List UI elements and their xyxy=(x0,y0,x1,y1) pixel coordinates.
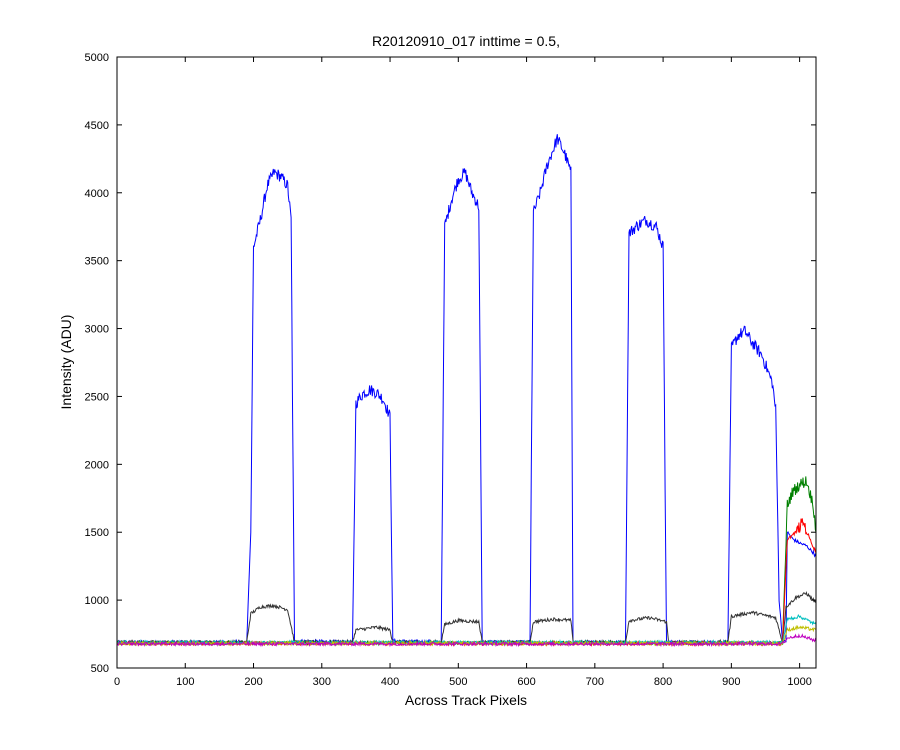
x-axis: 0 100 200 300 400 500 600 700 800 900 1000 xyxy=(114,57,812,688)
y-tick-label: 1000 xyxy=(85,595,109,607)
x-tick-label: 0 xyxy=(114,676,120,688)
chart-title: R20120910_017 inttime = 0.5, xyxy=(372,33,560,49)
x-tick-label: 900 xyxy=(722,676,740,688)
x-tick-label: 500 xyxy=(449,676,467,688)
x-tick-label: 600 xyxy=(517,676,535,688)
y-tick-label: 4000 xyxy=(85,188,109,200)
y-tick-label: 500 xyxy=(91,663,109,675)
x-tick-label: 400 xyxy=(381,676,399,688)
y-tick-label: 3000 xyxy=(85,324,109,336)
y-tick-label: 3500 xyxy=(85,256,109,268)
series-line-5 xyxy=(116,614,817,646)
plot-frame xyxy=(116,56,817,669)
y-axis-label: Intensity (ADU) xyxy=(58,315,74,410)
x-tick-label: 800 xyxy=(654,676,672,688)
x-tick-label: 1000 xyxy=(787,676,811,688)
x-axis-label: Across Track Pixels xyxy=(405,692,527,708)
y-tick-label: 4500 xyxy=(85,120,109,132)
x-tick-label: 700 xyxy=(586,676,604,688)
y-tick-label: 1500 xyxy=(85,527,109,539)
x-tick-label: 100 xyxy=(176,676,194,688)
series-layer xyxy=(116,134,817,648)
y-tick-label: 5000 xyxy=(85,52,109,64)
y-axis: 500 1000 1500 2000 2500 3000 3500 4000 4500 5000 xyxy=(85,52,816,675)
plot-background xyxy=(117,57,816,668)
series-line-7 xyxy=(116,633,817,648)
y-tick-label: 2000 xyxy=(85,459,109,471)
x-tick-label: 200 xyxy=(244,676,262,688)
x-tick-label: 300 xyxy=(313,676,331,688)
y-tick-label: 2500 xyxy=(85,391,109,403)
